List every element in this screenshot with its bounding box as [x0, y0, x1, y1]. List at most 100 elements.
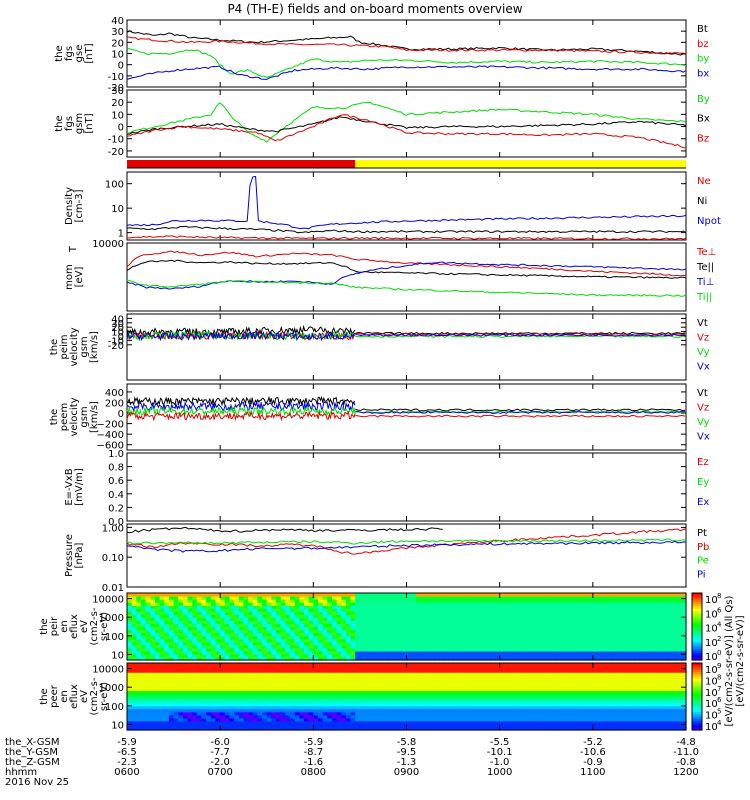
spectrogram-cell [322, 672, 328, 676]
spectrogram-cell [168, 617, 175, 622]
spectrogram-cell [378, 641, 384, 646]
spectrogram-cell [625, 641, 631, 646]
spectrogram-cell [150, 693, 156, 698]
spectrogram-cell [597, 647, 603, 652]
spectrogram-cell [672, 599, 678, 603]
spectrogram-cell [411, 684, 417, 688]
spectrogram-cell [513, 723, 519, 728]
spectrogram-cell [127, 672, 133, 676]
spectrogram-cell [331, 647, 338, 652]
spectrogram-cell [536, 720, 543, 725]
spectrogram-cell [485, 720, 491, 725]
spectrogram-cell [462, 696, 468, 701]
spectrogram-cell [574, 617, 580, 622]
spectrogram-cell [127, 669, 133, 673]
spectrogram-cell [317, 672, 324, 676]
spectrogram-cell [355, 617, 361, 622]
colorbar-swatch [692, 619, 702, 623]
spectrogram-cell [322, 614, 328, 618]
spectrogram-cell [401, 644, 408, 649]
spectrogram-cell [448, 675, 454, 679]
spectrogram-cell [299, 647, 305, 652]
spectrogram-cell [597, 656, 603, 661]
spectrogram-cell [257, 702, 263, 707]
spectrogram-cell [140, 605, 147, 609]
spectrogram-cell [285, 723, 291, 728]
spectrogram-cell [206, 638, 212, 643]
panel-frame [126, 171, 687, 241]
spectrogram-cell [397, 593, 403, 597]
spectrogram-cell [541, 629, 547, 634]
spectrogram-cell [341, 638, 347, 643]
spectrogram-cell [243, 656, 249, 661]
spectrogram-cell [136, 687, 142, 692]
spectrogram-cell [140, 617, 147, 622]
spectrogram-cell [462, 617, 468, 622]
spectrogram-cell [206, 647, 212, 652]
colorbar-swatch [692, 653, 702, 657]
spectrogram-cell [448, 620, 454, 625]
spectrogram-cell [411, 644, 417, 649]
spectrogram-cell [168, 638, 175, 643]
spectrogram-cell [518, 687, 524, 692]
spectrogram-cell [262, 723, 268, 728]
spectrogram-cell [182, 641, 189, 646]
spectrogram-cell [196, 623, 203, 628]
spectrogram-cell [299, 690, 305, 695]
spectrogram-cell [294, 714, 300, 719]
spectrogram-cell [257, 699, 263, 704]
spectrogram-cell [653, 620, 659, 625]
spectrogram-cell [229, 638, 235, 643]
spectrogram-cell [476, 675, 482, 679]
spectrogram-cell [392, 717, 398, 722]
spectrogram-cell [215, 663, 221, 667]
spectrogram-cell [276, 684, 282, 688]
spectrogram-cell [313, 708, 319, 713]
spectrogram-cell [499, 620, 505, 625]
spectrogram-cell [341, 620, 347, 625]
spectrogram-cell [415, 605, 422, 609]
spectrogram-cell [140, 596, 147, 600]
spectrogram-cell [359, 720, 366, 725]
spectrogram-cell [201, 669, 207, 673]
spectrogram-cell [462, 638, 468, 643]
spectrogram-cell [145, 611, 151, 615]
spectrogram-cell [476, 599, 482, 603]
spectrogram-cell [234, 608, 240, 612]
spectrogram-cell [322, 617, 328, 622]
spectrogram-cell [145, 626, 151, 631]
spectrogram-cell [182, 620, 189, 625]
spectrogram-cell [322, 681, 328, 685]
spectrogram-cell [485, 681, 491, 685]
spectrogram-cell [536, 647, 543, 652]
spectrogram-cell [173, 663, 179, 667]
spectrogram-cell [392, 623, 398, 628]
spectrogram-cell [667, 635, 673, 640]
spectrogram-cell [215, 726, 221, 731]
spectrogram-cell [308, 714, 314, 719]
spectrogram-cell [681, 647, 687, 652]
spectrogram-cell [616, 653, 622, 658]
spectrogram-cell [248, 699, 254, 704]
y-axis-label: sr-eV) [99, 612, 110, 641]
spectrogram-cell [634, 605, 641, 609]
spectrogram-cell [639, 638, 645, 643]
spectrogram-cell [248, 690, 254, 695]
spectrogram-cell [196, 690, 203, 695]
spectrogram-cell [383, 708, 389, 713]
spectrogram-cell [425, 596, 431, 600]
spectrogram-cell [611, 599, 617, 603]
spectrogram-cell [313, 632, 319, 637]
spectrogram-cell [653, 599, 659, 603]
spectrogram-cell [406, 638, 412, 643]
spectrogram-cell [229, 596, 235, 600]
spectrogram-cell [434, 617, 440, 622]
spectrogram-cell [439, 599, 445, 603]
spectrogram-cell [173, 599, 179, 603]
spectrogram-cell [322, 669, 328, 673]
spectrogram-cell [495, 711, 501, 716]
spectrogram-cell [518, 717, 524, 722]
spectrogram-cell [131, 696, 137, 701]
spectrogram-cell [597, 620, 603, 625]
